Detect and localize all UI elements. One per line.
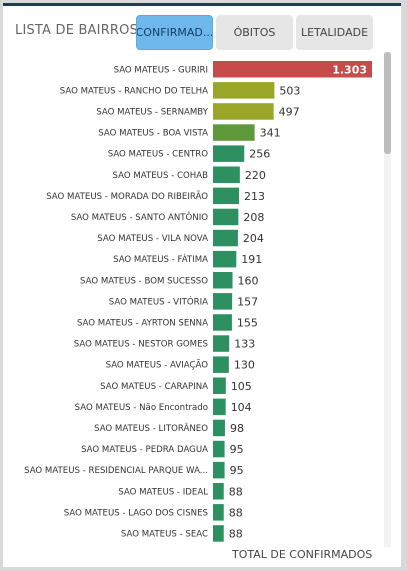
category-label: SAO MATEUS - CENTRO <box>108 150 209 160</box>
value-label: 95 <box>230 464 244 477</box>
value-label: 341 <box>260 127 281 140</box>
bar[interactable] <box>213 356 229 373</box>
bar[interactable] <box>213 440 225 458</box>
bar[interactable] <box>213 483 224 500</box>
category-label: SAO MATEUS - SERNAMBY <box>96 107 208 117</box>
value-label: 497 <box>279 105 300 118</box>
value-label: 88 <box>229 527 243 540</box>
bar[interactable] <box>213 335 230 352</box>
panel-title: LISTA DE BAIRROS <box>15 23 139 38</box>
category-label: SAO MATEUS - GURIRI <box>114 65 208 75</box>
category-label: SAO MATEUS - COHAB <box>113 171 209 181</box>
value-label: 1.303 <box>332 63 367 76</box>
value-label: 88 <box>229 506 243 519</box>
bairros-panel: LISTA DE BAIRROS CONFIRMAD... ÓBITOS LET… <box>3 3 401 567</box>
value-label: 98 <box>230 422 244 435</box>
bar[interactable] <box>213 419 225 437</box>
bar[interactable] <box>213 187 239 205</box>
category-label: SAO MATEUS - NESTOR GOMES <box>74 340 208 350</box>
bar[interactable] <box>213 398 226 416</box>
category-label: SAO MATEUS - CARAPINA <box>100 382 208 392</box>
category-label: SAO MATEUS - IDEAL <box>118 487 208 497</box>
category-label: SAO MATEUS - MORADA DO RIBEIRÃO <box>46 191 208 202</box>
category-label: SAO MATEUS - VITÓRIA <box>109 295 208 307</box>
bar[interactable] <box>213 272 233 289</box>
tab-obitos[interactable]: ÓBITOS <box>216 15 293 50</box>
bar[interactable] <box>213 293 233 310</box>
category-label: SAO MATEUS - PEDRA DAGUA <box>81 445 208 455</box>
bar[interactable] <box>213 145 245 162</box>
value-label: 503 <box>279 84 300 97</box>
bar[interactable] <box>213 229 238 247</box>
scrollbar-thumb[interactable] <box>384 52 391 154</box>
axis-footer-label: TOTAL DE CONFIRMADOS <box>232 548 373 561</box>
value-label: 88 <box>229 485 243 498</box>
value-label: 95 <box>230 443 244 456</box>
value-label: 213 <box>244 190 265 203</box>
bar[interactable] <box>213 525 224 542</box>
value-label: 155 <box>237 316 258 329</box>
category-label: SAO MATEUS - RANCHO DO TELHA <box>60 86 208 96</box>
bar[interactable] <box>213 103 274 120</box>
bar[interactable] <box>213 208 239 226</box>
category-label: SAO MATEUS - SANTO ANTÔNIO <box>71 211 208 223</box>
category-label: SAO MATEUS - FÁTIMA <box>113 253 208 265</box>
category-label: SAO MATEUS - Não Encontrado <box>75 403 208 413</box>
category-label: SAO MATEUS - SEAC <box>121 529 208 539</box>
tab-confirmados[interactable]: CONFIRMAD... <box>136 15 213 50</box>
value-label: 208 <box>243 211 264 224</box>
bar[interactable] <box>213 82 275 99</box>
value-label: 133 <box>234 338 255 351</box>
category-label: SAO MATEUS - BOA VISTA <box>98 129 208 139</box>
category-label: SAO MATEUS - AYRTON SENNA <box>77 318 208 328</box>
bar[interactable] <box>213 250 237 268</box>
bar[interactable] <box>213 377 226 395</box>
value-label: 130 <box>234 359 255 372</box>
category-label: SAO MATEUS - LAGO DOS CISNES <box>64 508 208 518</box>
value-label: 256 <box>249 148 270 161</box>
bar[interactable] <box>213 504 224 521</box>
category-label: SAO MATEUS - AVIAÇÃO <box>106 360 209 371</box>
value-label: 157 <box>237 295 258 308</box>
bairros-bar-chart: SAO MATEUS - GURIRI 1.303 SAO MATEUS - RAN… <box>24 61 372 542</box>
bar[interactable] <box>213 461 225 479</box>
bar[interactable] <box>213 314 232 331</box>
bar[interactable] <box>213 166 240 184</box>
bar[interactable] <box>213 61 372 78</box>
category-label: SAO MATEUS - BOM SUCESSO <box>80 276 208 286</box>
value-label: 105 <box>231 380 252 393</box>
value-label: 220 <box>245 169 266 182</box>
value-label: 160 <box>238 274 259 287</box>
category-label: SAO MATEUS - VILA NOVA <box>97 234 208 244</box>
category-label: SAO MATEUS - RESIDENCIAL PARQUE WA... <box>24 466 208 476</box>
category-label: SAO MATEUS - LITORÂNEO <box>94 422 208 434</box>
tab-letalidade[interactable]: LETALIDADE <box>296 15 373 50</box>
value-label: 191 <box>241 253 262 266</box>
bar[interactable] <box>213 124 255 141</box>
value-label: 104 <box>231 401 252 414</box>
value-label: 204 <box>243 232 264 245</box>
scrollbar-track[interactable] <box>384 52 391 547</box>
